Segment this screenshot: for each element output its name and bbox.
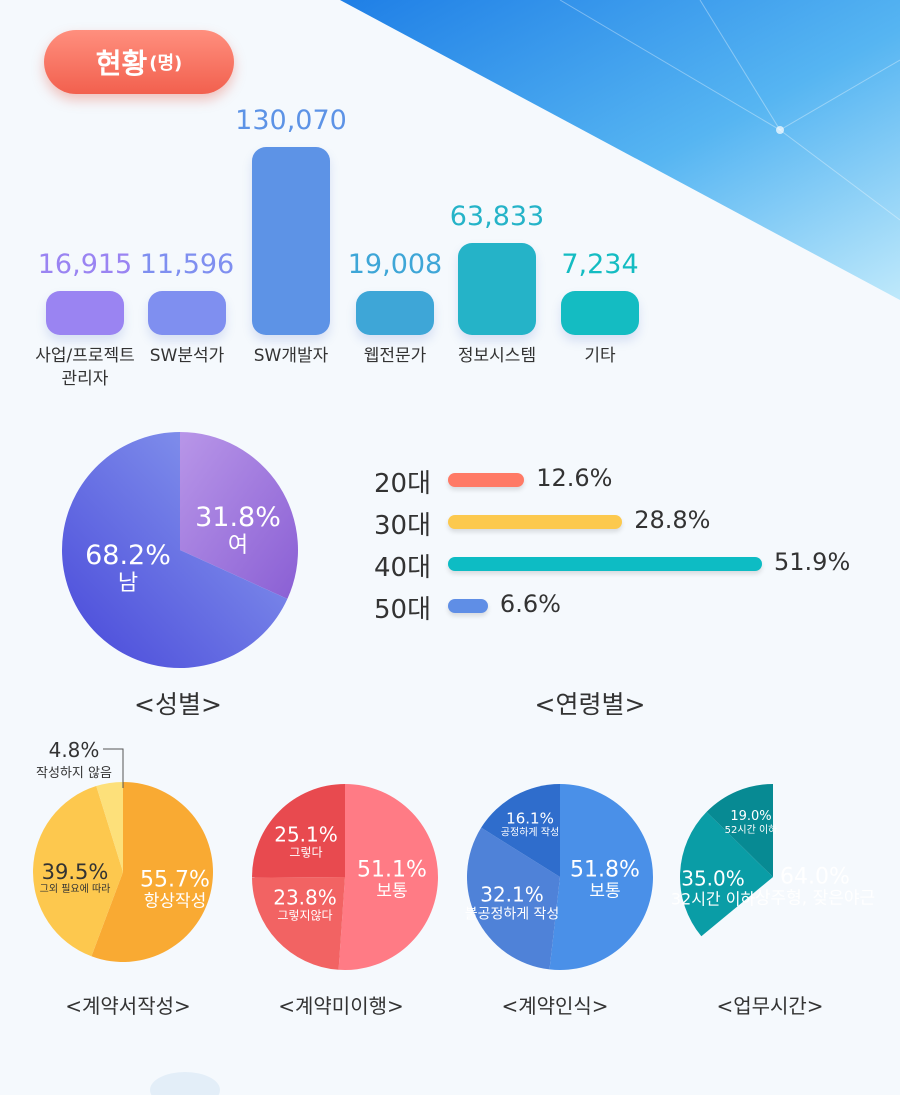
pie-slice-1	[91, 782, 213, 962]
bar-value-label: 19,008	[347, 249, 443, 280]
age-bar-2	[448, 515, 623, 529]
bar-category-label: 정보시스템	[457, 346, 537, 366]
contract-breach-title: <계약미이행>	[278, 994, 404, 1018]
age-category-label: 40대	[374, 553, 432, 583]
bar-6	[561, 291, 639, 335]
breach-normal-label: 51.1% 보통	[357, 857, 427, 902]
contract-awareness-title: <계약인식>	[501, 994, 609, 1018]
age-value-label: 6.6%	[499, 590, 561, 618]
contract-asneeded-label: 39.5% 그외 필요에 따라	[39, 860, 111, 896]
pie-slice-1	[180, 432, 298, 599]
unit-label: (명)	[149, 53, 183, 74]
age-category-label: 50대	[374, 595, 432, 625]
age-category-label: 20대	[374, 469, 432, 499]
bar-2	[148, 291, 226, 335]
bar-value-label: 7,234	[561, 249, 639, 280]
bar-3	[252, 147, 330, 335]
hours-32-label: 35.0% 32시간 이하	[670, 866, 756, 909]
pie-slice-3	[96, 782, 123, 872]
breach-yes-label: 25.1% 그렇다	[274, 822, 338, 860]
gender-female-label: 31.8% 여	[195, 501, 281, 558]
section-title-badge: 현황 (명)	[44, 30, 234, 94]
gender-chart-title: <성별>	[134, 690, 222, 719]
bar-category-label: 웹전문가	[363, 346, 427, 366]
age-value-label: 51.9%	[774, 548, 851, 576]
age-category-label: 30대	[374, 511, 432, 541]
work-hours-pie-chart	[680, 784, 773, 937]
age-bar-4	[448, 599, 488, 613]
contract-writing-title: <계약서작성>	[65, 994, 191, 1018]
bar-4	[356, 291, 434, 335]
bar-value-label: 63,833	[449, 200, 545, 232]
bar-value-label: 130,070	[235, 105, 347, 136]
contract-writing-pie-chart	[33, 782, 213, 962]
age-value-label: 28.8%	[634, 506, 711, 534]
hours-resident-label: 64.0% 상주형, 잦은야근	[754, 864, 876, 909]
bar-category-label: 사업/프로젝트 관리자	[35, 346, 135, 389]
pie-slice-2	[680, 811, 773, 937]
gender-male-label: 68.2% 남	[85, 539, 171, 596]
pie-slice-3	[481, 784, 560, 877]
bar-category-label: 기타	[584, 346, 616, 366]
bar-value-label: 16,915	[37, 249, 133, 280]
work-hours-title: <업무시간>	[716, 994, 824, 1018]
awareness-normal-label: 51.8% 보통	[570, 857, 640, 902]
age-value-label: 12.6%	[536, 464, 613, 492]
breach-no-label: 23.8% 그렇지않다	[273, 885, 337, 923]
section-title: 현황	[95, 47, 148, 80]
pie-slice-2	[62, 432, 288, 668]
pie-slice-2	[467, 827, 560, 970]
pie-slice-1	[338, 784, 439, 970]
contract-always-label: 55.7% 항상작성	[140, 867, 210, 912]
contract-callout: 4.8% 작성하지 않음	[36, 738, 112, 781]
pie-slice-3	[252, 784, 345, 878]
age-bar-1	[448, 473, 525, 487]
contract-breach-pie-chart	[252, 784, 439, 970]
age-chart-title: <연령별>	[534, 690, 646, 719]
pie-slice-3	[706, 784, 773, 877]
bar-category-label: SW분석가	[149, 346, 225, 366]
contract-awareness-pie-chart	[467, 784, 653, 970]
bar-5	[458, 242, 536, 335]
pie-slice-2	[33, 786, 123, 957]
pie-slice-2	[252, 877, 345, 970]
awareness-fair-label: 16.1% 공정하게 작성	[500, 809, 560, 839]
contract-callout-line	[103, 748, 124, 788]
gender-pie-chart	[62, 432, 298, 668]
age-bar-3	[448, 557, 762, 571]
bar-1	[46, 291, 124, 335]
pie-slice-1	[549, 784, 653, 970]
bar-value-label: 11,596	[139, 249, 235, 280]
bar-category-label: SW개발자	[253, 346, 329, 366]
hours-52-label: 19.0% 52시간 이하	[724, 808, 778, 836]
awareness-unfair-label: 32.1% 불공정하게 작성	[464, 882, 560, 923]
